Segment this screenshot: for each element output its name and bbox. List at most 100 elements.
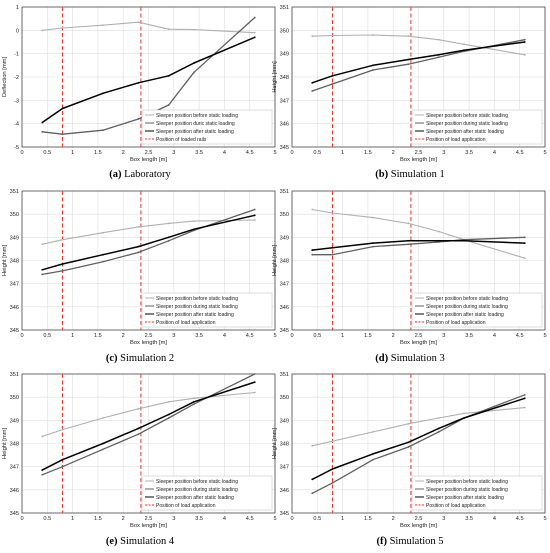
x-tick-label: 4: [493, 150, 496, 156]
y-tick-label: 350: [280, 28, 289, 34]
data-point: [61, 27, 64, 29]
x-tick-label: 4: [493, 516, 496, 522]
data-point: [41, 473, 44, 476]
data-point: [61, 428, 64, 431]
data-point: [331, 440, 334, 443]
y-tick-label: 351: [280, 5, 289, 11]
x-tick-label: 0: [290, 150, 293, 156]
x-tick-label: 1.5: [364, 150, 372, 156]
x-tick-label: 2: [392, 150, 395, 156]
x-tick-label: 3: [442, 516, 445, 522]
data-point: [61, 458, 64, 461]
x-axis-label: Box length [m]: [130, 523, 167, 529]
data-point: [463, 412, 465, 415]
data-point: [193, 228, 195, 231]
y-tick-label: 347: [280, 98, 289, 104]
x-tick-label: 2.5: [145, 333, 153, 339]
x-tick-label: 4: [223, 150, 226, 156]
y-tick-label: 346: [280, 305, 289, 311]
data-point: [372, 242, 374, 245]
y-tick-label: 350: [10, 212, 19, 218]
data-point: [61, 238, 64, 241]
data-point: [463, 239, 465, 242]
data-point: [331, 246, 334, 249]
x-tick-label: 4.5: [246, 150, 254, 156]
x-tick-label: 1: [341, 150, 344, 156]
y-tick-label: -3: [14, 98, 19, 104]
legend-label: Position of load application: [426, 503, 486, 509]
x-tick-label: 0.5: [43, 516, 51, 522]
data-point: [311, 90, 314, 92]
x-axis-label: Box length [m]: [130, 157, 167, 163]
x-tick-label: 1: [71, 516, 74, 522]
x-tick-label: 5: [543, 333, 546, 339]
x-tick-label: 1.5: [94, 333, 102, 339]
legend-label: Sleeper position during static loading: [426, 487, 508, 493]
y-tick-label: 345: [280, 145, 289, 151]
x-tick-label: 0: [20, 150, 23, 156]
data-point: [137, 407, 140, 410]
data-point: [437, 230, 440, 233]
data-point: [102, 129, 104, 132]
data-point: [311, 35, 314, 38]
x-tick-label: 4.5: [246, 516, 254, 522]
x-tick-label: 3.5: [195, 150, 203, 156]
data-point: [463, 49, 465, 52]
legend-label: Sleeper position before static loading: [156, 479, 238, 485]
data-point: [61, 107, 64, 110]
y-tick-label: 345: [280, 328, 289, 334]
legend: Sleeper position before static loading Sl…: [141, 109, 273, 145]
data-point: [167, 417, 170, 419]
data-point: [41, 243, 44, 246]
x-tick-label: 5: [543, 516, 546, 522]
data-point: [167, 236, 170, 239]
data-point: [193, 397, 195, 400]
data-point: [407, 35, 410, 38]
legend-label: Sleeper position after static loading: [426, 495, 504, 501]
data-point: [253, 381, 256, 384]
data-point: [167, 104, 170, 106]
data-point: [193, 71, 195, 74]
data-point: [311, 253, 314, 256]
data-point: [372, 245, 374, 248]
x-tick-label: 0.5: [313, 516, 321, 522]
x-tick-label: 0.5: [43, 150, 51, 156]
legend-label: Sleeper position after static loading: [156, 129, 234, 135]
y-tick-label: -5: [14, 145, 19, 151]
data-point: [463, 43, 465, 46]
data-point: [253, 391, 256, 394]
x-tick-label: 0.5: [313, 150, 321, 156]
legend-label: Sleeper position before static loading: [156, 296, 238, 302]
x-axis-label: Box length [m]: [400, 157, 437, 163]
y-axis-label: Height [mm]: [272, 61, 278, 93]
data-point: [523, 397, 526, 400]
plot-frame: [21, 190, 276, 331]
x-tick-label: 0: [20, 516, 23, 522]
data-point: [407, 441, 410, 444]
data-point: [193, 403, 195, 406]
data-point: [253, 208, 256, 211]
x-tick-label: 4.5: [516, 150, 524, 156]
y-tick-label: 346: [280, 122, 289, 128]
plot-frame: [21, 373, 276, 514]
x-tick-label: 3.5: [465, 516, 473, 522]
y-tick-label: 347: [10, 282, 19, 288]
data-point: [523, 393, 526, 396]
x-tick-label: 3: [172, 150, 175, 156]
data-point: [137, 81, 140, 84]
y-tick-label: 345: [10, 328, 19, 334]
data-point: [311, 81, 314, 84]
data-point: [41, 121, 44, 124]
legend: Sleeper position before static loading Sl…: [141, 292, 273, 328]
data-point: [311, 444, 314, 447]
data-point: [407, 58, 410, 61]
x-tick-label: 0: [20, 333, 23, 339]
legend: Sleeper position before static loading Sl…: [141, 475, 273, 511]
y-tick-label: 348: [280, 259, 289, 265]
y-tick-label: 349: [280, 52, 289, 58]
x-tick-label: 3: [172, 333, 175, 339]
data-point: [41, 29, 44, 32]
data-point: [167, 74, 170, 77]
caption-a: (a) Laboratory: [109, 169, 171, 180]
y-tick-label: 348: [10, 442, 19, 448]
